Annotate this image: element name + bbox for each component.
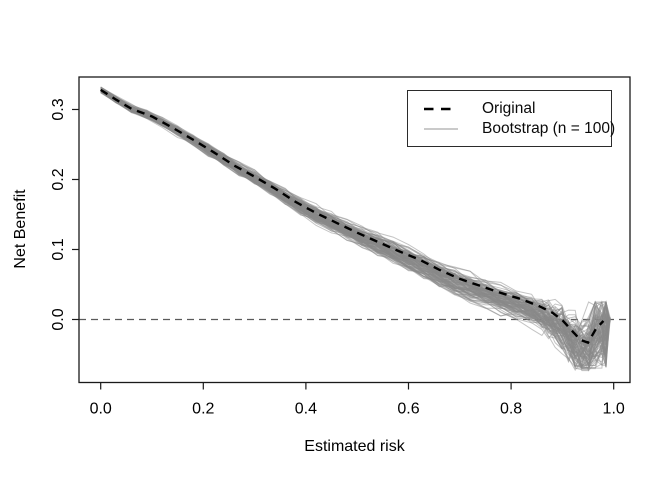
legend-item-bootstrap: Bootstrap (n = 100)	[421, 120, 615, 138]
x-tick-label: 0.6	[397, 401, 419, 418]
legend-item-original: Original	[421, 100, 611, 118]
bootstrap-line	[100, 90, 610, 367]
legend-label-original: Original	[482, 99, 536, 117]
bootstrap-line	[100, 90, 609, 361]
x-tick-label: 0.4	[295, 401, 317, 418]
y-tick-label: 0.1	[50, 238, 67, 260]
x-tick-label: 0.0	[90, 401, 112, 418]
plot-box	[78, 76, 631, 384]
bootstrap-line	[100, 90, 607, 357]
y-axis-title: Net Benefit	[12, 189, 29, 269]
x-axis-title: Estimated risk	[304, 438, 405, 455]
legend: Original Bootstrap (n = 100)	[407, 90, 615, 147]
x-tick-label: 0.2	[192, 401, 214, 418]
x-tick-label: 1.0	[603, 401, 625, 418]
x-tick-label: 0.8	[500, 401, 522, 418]
original-curve	[100, 88, 605, 345]
y-tick-label: 0.2	[50, 168, 67, 190]
y-tick-label: 0.3	[50, 98, 67, 120]
y-tick-label: 0.0	[50, 308, 67, 330]
solid-line-sample	[424, 127, 458, 130]
legend-label-bootstrap: Bootstrap (n = 100)	[482, 119, 616, 137]
bootstrap-line	[100, 89, 611, 358]
dashed-line-sample	[424, 107, 458, 110]
